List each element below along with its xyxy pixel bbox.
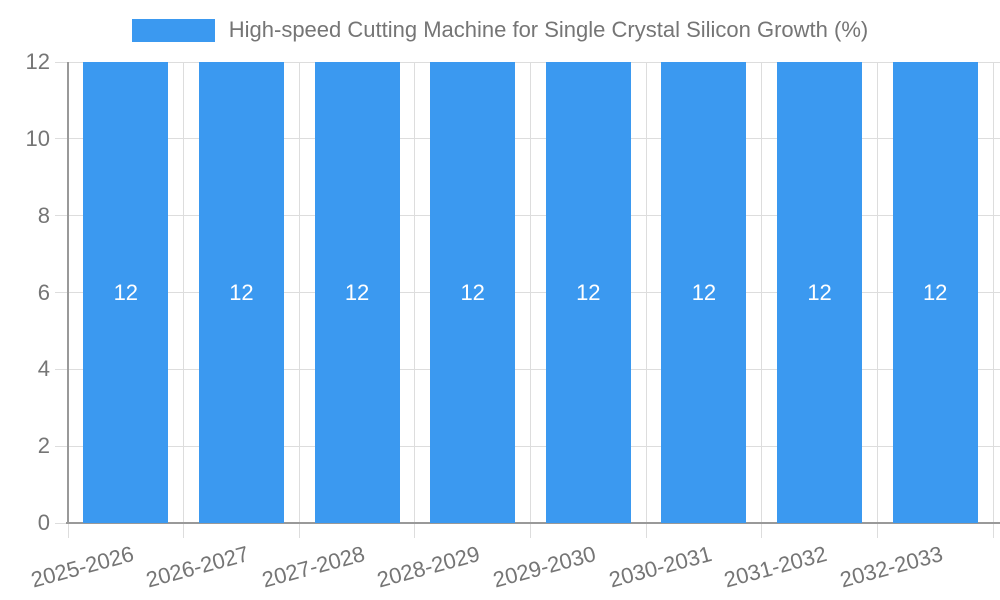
x-axis-line (66, 522, 1000, 524)
bar[interactable] (83, 62, 169, 523)
y-tick-label: 12 (25, 49, 50, 74)
y-tick-label: 8 (37, 202, 50, 228)
gridline-vertical (183, 62, 185, 523)
x-tick-label: 2029-2030 (490, 541, 599, 593)
gridline-vertical (876, 62, 878, 523)
gridline-vertical (761, 62, 763, 523)
gridline-horizontal (68, 138, 1000, 140)
gridline-vertical (414, 62, 416, 523)
x-tick-label: 2032-2033 (837, 541, 946, 593)
gridline-vertical (530, 62, 531, 523)
y-axis-tick (55, 368, 68, 370)
bar-value-label: 12 (691, 279, 717, 305)
y-axis-tick (55, 61, 68, 63)
legend-label: High-speed Cutting Machine for Single Cr… (228, 17, 869, 42)
x-tick-label: 2030-2031 (606, 541, 715, 593)
y-tick-label: 4 (37, 356, 50, 382)
gridline-horizontal (68, 292, 1000, 293)
gridline-vertical (298, 62, 300, 523)
y-axis-tick (55, 215, 68, 217)
gridline-vertical (645, 62, 647, 523)
x-tick-label: 2031-2032 (721, 541, 830, 593)
x-axis-tick (645, 523, 647, 538)
bar-value-label: 12 (344, 279, 370, 305)
y-axis-tick (55, 138, 68, 140)
bar[interactable] (314, 62, 400, 523)
x-axis-tick (183, 523, 185, 538)
bar-value-label: 12 (922, 279, 948, 305)
x-axis-tick (876, 523, 878, 538)
y-tick-label: 6 (37, 279, 50, 305)
bar-value-label: 12 (229, 279, 254, 305)
bar-value-label: 12 (460, 279, 485, 305)
x-tick-label: 2025-2026 (27, 541, 137, 593)
bar-value-label: 12 (113, 279, 139, 305)
gridline-horizontal (68, 445, 1000, 447)
x-tick-label: 2027-2028 (259, 541, 368, 593)
bar[interactable] (892, 62, 978, 523)
gridline-horizontal (68, 368, 1000, 370)
x-tick-label: 2028-2029 (374, 541, 483, 593)
gridline-horizontal (68, 215, 1000, 217)
y-axis-tick (55, 445, 68, 447)
bar[interactable] (198, 62, 284, 523)
gridline-horizontal (68, 61, 1000, 63)
y-tick-label: 10 (25, 125, 50, 151)
x-axis-tick (761, 523, 763, 538)
bar-value-label: 12 (576, 279, 601, 305)
x-tick-label: 2026-2027 (143, 541, 252, 593)
x-axis-tick (298, 523, 300, 538)
x-axis-tick (530, 523, 531, 538)
bar[interactable] (661, 62, 747, 523)
bar-value-label: 12 (807, 279, 832, 305)
y-axis-tick (55, 522, 68, 524)
y-axis-line (67, 62, 69, 523)
bar[interactable] (430, 62, 516, 523)
x-axis-tick (414, 523, 416, 538)
bar[interactable] (545, 62, 631, 523)
legend-swatch-icon (131, 18, 215, 42)
x-axis-tick (67, 523, 69, 538)
gridline-vertical (992, 62, 994, 523)
bar[interactable] (777, 62, 863, 523)
y-tick-label: 2 (37, 433, 50, 459)
y-tick-label: 0 (37, 510, 50, 535)
x-axis-tick (992, 523, 994, 538)
legend[interactable]: High-speed Cutting Machine for Single Cr… (0, 17, 1000, 43)
y-axis-tick (55, 292, 68, 293)
